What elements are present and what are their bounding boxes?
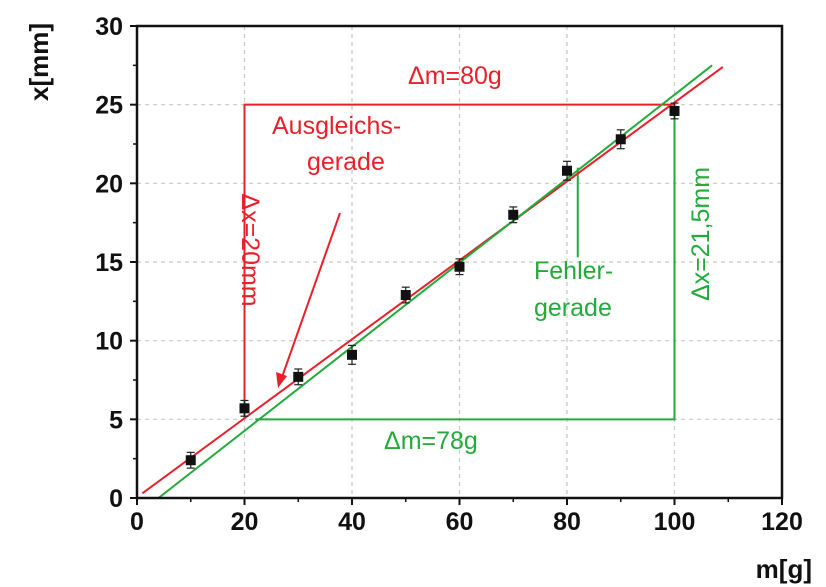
fit-line-label-2: gerade — [307, 148, 385, 176]
data-points — [185, 102, 680, 469]
data-point — [185, 455, 196, 466]
y-tick-labels: 0 5 10 15 20 25 30 — [95, 13, 123, 513]
green-delta-x-label: Δx=21,5mm — [687, 167, 715, 301]
y-tick-label: 5 — [109, 406, 123, 434]
y-tick-label: 0 — [109, 485, 123, 513]
data-point — [347, 349, 357, 360]
x-tick-label: 120 — [761, 508, 803, 536]
red-delta-x-label: Δx=20mm — [236, 193, 264, 306]
data-point — [293, 371, 304, 382]
green-delta-m-label: Δm=78g — [384, 427, 478, 455]
x-tick-labels: 0 20 40 60 80 100 120 — [130, 508, 803, 536]
y-axis-title: x[mm] — [24, 23, 54, 101]
x-tick-label: 100 — [654, 508, 696, 536]
fit-line-label-1: Ausgleichs- — [272, 112, 401, 140]
data-point — [454, 261, 465, 272]
fit-pointer-arrowhead — [276, 372, 287, 388]
y-tick-label: 25 — [95, 92, 123, 120]
x-axis-title: m[g] — [756, 554, 812, 584]
red-delta-m-label: Δm=80g — [408, 62, 502, 90]
data-point — [669, 105, 680, 116]
y-tick-label: 30 — [95, 13, 123, 41]
x-tick-label: 20 — [231, 508, 259, 536]
fit-line — [141, 66, 724, 495]
y-tick-label: 15 — [95, 249, 123, 277]
error-line-label-1: Fehler- — [534, 257, 613, 285]
axis-ticks — [130, 25, 783, 505]
x-tick-label: 60 — [446, 508, 474, 536]
y-tick-label: 20 — [95, 170, 123, 198]
data-point — [239, 403, 250, 414]
x-tick-label: 80 — [553, 508, 581, 536]
data-point — [508, 209, 519, 220]
data-point — [400, 290, 411, 301]
data-point — [562, 165, 572, 176]
x-tick-label: 40 — [338, 508, 366, 536]
data-point — [615, 134, 626, 145]
error-line-label-2: gerade — [534, 294, 612, 322]
slope-triangles — [243, 103, 676, 421]
slope-triangle-fit — [243, 103, 675, 420]
y-tick-label: 10 — [95, 328, 123, 356]
fit-pointer-arrow — [280, 212, 341, 381]
x-tick-label: 0 — [130, 508, 144, 536]
slope-triangle-error — [255, 104, 676, 421]
